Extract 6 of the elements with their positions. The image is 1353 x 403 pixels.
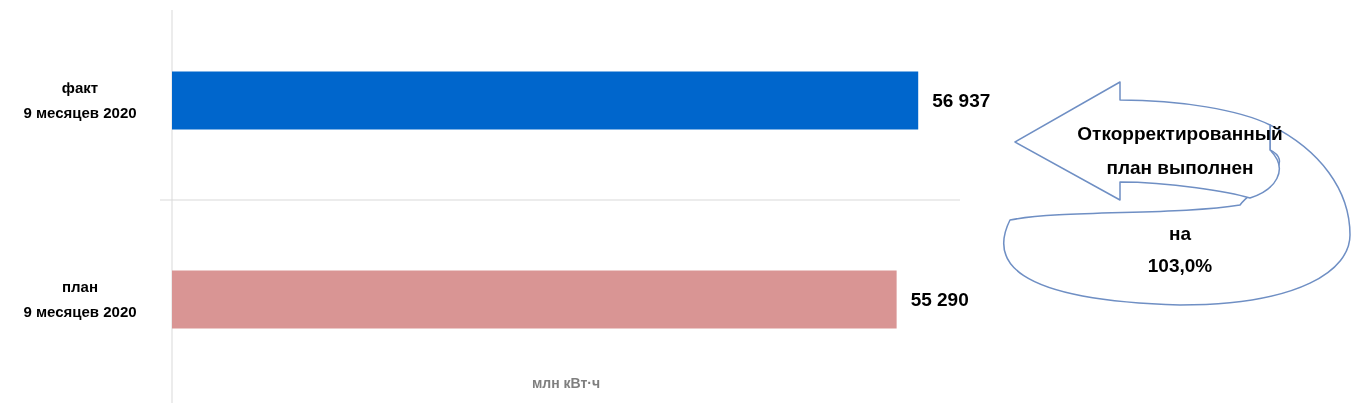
- y-tick-label: план 9 месяцев 2020: [23, 278, 137, 320]
- y-tick-label: факт 9 месяцев 2020: [23, 79, 137, 121]
- data-label: 55 290: [910, 289, 969, 311]
- text: Откорректированный план выполнен на 103,0%: [1077, 123, 1283, 276]
- x-axis-title: млн кВт·ч: [531, 375, 601, 391]
- data-label: 56 937: [932, 90, 991, 112]
